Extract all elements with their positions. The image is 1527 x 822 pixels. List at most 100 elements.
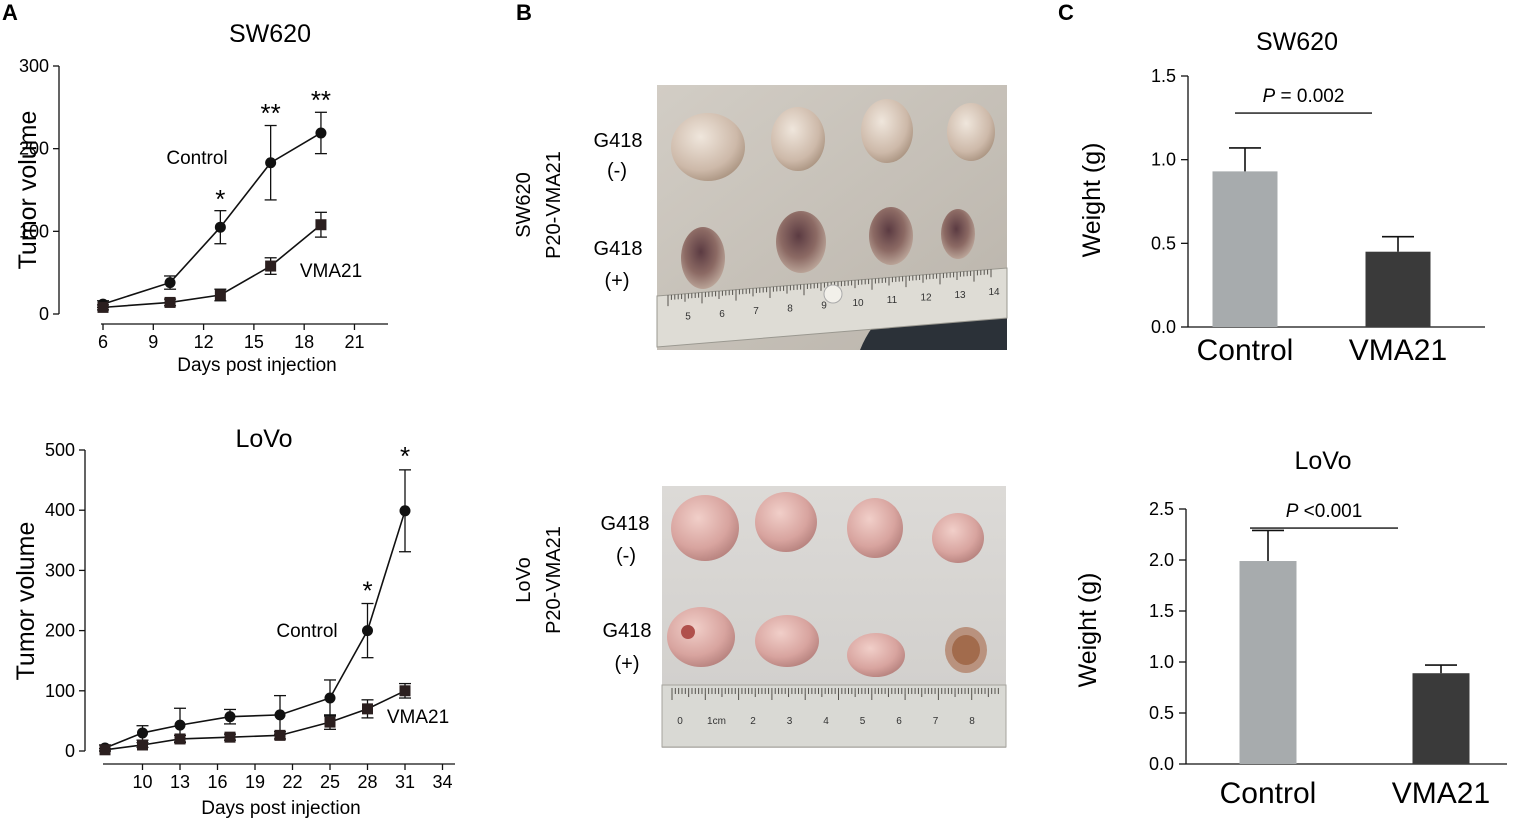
panel-label-c: C: [1058, 0, 1074, 25]
photo-top-side-label-2: P20-VMA21: [543, 151, 565, 259]
tumor: [847, 498, 903, 558]
data-point: [315, 127, 327, 139]
category-label: VMA21: [1349, 334, 1447, 367]
data-point: [97, 301, 109, 313]
chart-sw620-weight: 0.0 0.5 1.0 1.5 SW620 Weight (g) Control VMA21 P…: [1078, 28, 1485, 367]
photo-bottom-row1-label-2: (-): [616, 545, 636, 567]
y-tick-label: 300: [45, 560, 75, 580]
significance-marker: *: [362, 575, 372, 605]
tumor: [847, 633, 905, 677]
tumor: [771, 107, 825, 171]
chart-lovo-tumor-volume: 0 100 200 300 400 500 10 13 16 19 22 25 28 31 34 LoVo Da…: [12, 425, 455, 819]
x-tick-label: 18: [294, 332, 314, 352]
x-tick-label: 31: [395, 772, 415, 792]
x-tick-label: 13: [170, 772, 190, 792]
significance-marker: *: [400, 441, 410, 471]
data-point: [164, 296, 176, 308]
tumor: [861, 99, 913, 163]
ruler-number: 2: [750, 716, 756, 727]
photo-lovo-tumors: 0 1cm 2 3 4 5 6 7 8: [661, 486, 1007, 748]
p-value-label: P = 0.002: [1263, 86, 1345, 107]
data-point: [399, 685, 411, 697]
ruler-number: 6: [896, 716, 902, 727]
photo-bottom-row1-label-1: G418: [601, 513, 650, 535]
bar: [1239, 561, 1297, 764]
y-tick-label: 1.5: [1149, 601, 1174, 621]
significance-marker: **: [311, 85, 331, 115]
tumor: [667, 607, 735, 667]
bar: [1412, 673, 1470, 764]
y-tick-label: 0.0: [1151, 317, 1176, 337]
data-point: [99, 744, 111, 756]
series-label: VMA21: [387, 707, 449, 728]
data-point: [214, 221, 226, 233]
photo-bottom-side-label-2: P20-VMA21: [543, 526, 565, 634]
p-value-label: P <0.001: [1286, 501, 1363, 522]
data-point: [224, 731, 236, 743]
p-value-text: <0.001: [1298, 501, 1362, 522]
tumor: [776, 211, 826, 273]
data-point: [174, 733, 186, 745]
p-value-symbol: P: [1263, 86, 1276, 107]
x-tick-label: 21: [344, 332, 364, 352]
data-point: [324, 716, 336, 728]
ruler-number: 12: [920, 292, 932, 303]
tumor: [671, 495, 739, 561]
chart-title: LoVo: [235, 425, 292, 453]
photo-top-row2-label-1: G418: [594, 238, 643, 260]
chart-title: SW620: [1256, 28, 1338, 56]
tumor: [755, 492, 817, 552]
photo-top-row2-label-2: (+): [605, 270, 630, 292]
category-label: VMA21: [1392, 777, 1490, 810]
series-line: [104, 690, 406, 751]
ruler-number: 14: [988, 287, 1000, 298]
x-tick-label: 19: [245, 772, 265, 792]
data-point: [265, 157, 277, 169]
ruler: 5 6 7 8 9 10 11 12 13 14: [656, 267, 1008, 348]
category-label: Control: [1220, 777, 1317, 810]
photo-sw620-tumors: 5 6 7 8 9 10 11 12 13 14: [656, 85, 1008, 350]
y-tick-label: 0: [65, 741, 75, 761]
panel-label-a: A: [2, 0, 18, 25]
data-point: [315, 219, 327, 231]
x-tick-label: 25: [320, 772, 340, 792]
x-axis-label: Days post injection: [201, 798, 360, 819]
chart-sw620-tumor-volume: 0 100 200 300 6 9 12 15 18 21 SW620 Days post injec…: [14, 20, 388, 376]
x-tick-label: 6: [98, 332, 108, 352]
series-line: [104, 510, 406, 749]
photo-bottom-side-label-1: LoVo: [513, 557, 535, 603]
ruler-number: 8: [969, 716, 975, 727]
y-tick-label: 0: [39, 304, 49, 324]
x-tick-label: 10: [132, 772, 152, 792]
y-tick-label: 0.0: [1149, 754, 1174, 774]
ruler-number: 10: [852, 298, 864, 309]
y-axis-label: Weight (g): [1074, 573, 1102, 688]
ruler-number: 8: [787, 303, 793, 314]
ruler-number: 9: [821, 301, 827, 312]
significance-marker: *: [215, 184, 225, 214]
x-tick-label: 28: [357, 772, 377, 792]
tumor: [869, 207, 913, 265]
tumor: [671, 113, 745, 181]
y-tick-label: 1.0: [1149, 652, 1174, 672]
ruler-number: 4: [823, 716, 829, 727]
category-label: Control: [1197, 334, 1294, 367]
y-axis-label: Tumor volume: [14, 111, 42, 270]
data-point: [399, 505, 411, 517]
y-tick-label: 1.5: [1151, 66, 1176, 86]
x-tick-label: 22: [282, 772, 302, 792]
ruler-number: 5: [860, 716, 866, 727]
data-point: [274, 709, 286, 721]
photo-bottom-row2-label-1: G418: [603, 620, 652, 642]
tumor: [941, 209, 975, 259]
x-tick-label: 12: [194, 332, 214, 352]
x-tick-label: 34: [432, 772, 452, 792]
x-tick-label: 9: [148, 332, 158, 352]
panel-label-b: B: [516, 0, 532, 25]
data-point: [324, 692, 336, 704]
y-tick-label: 2.5: [1149, 499, 1174, 519]
y-tick-label: 200: [45, 621, 75, 641]
series-label: VMA21: [300, 261, 362, 282]
ruler-number: 13: [954, 290, 966, 301]
